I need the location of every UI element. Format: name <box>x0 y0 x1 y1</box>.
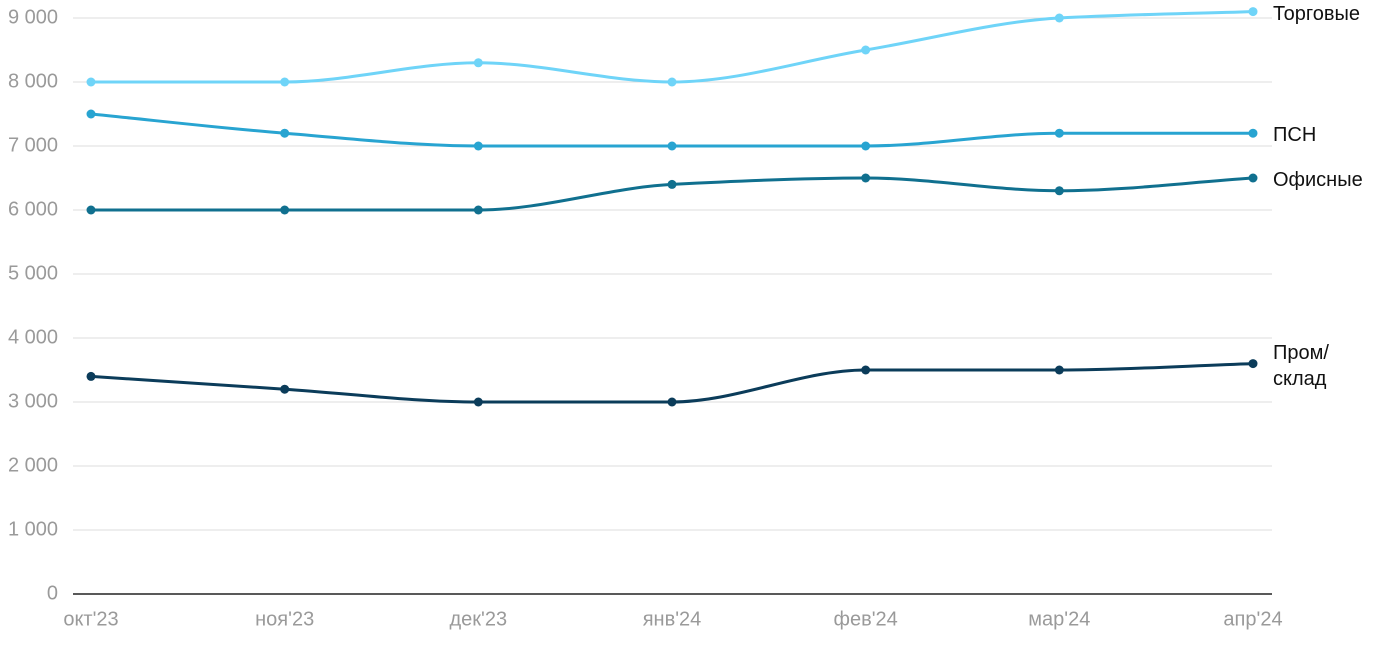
point <box>667 141 677 151</box>
point <box>667 77 677 87</box>
line <box>91 10 1254 84</box>
line <box>90 362 1254 404</box>
y-tick-label: 0 <box>47 582 58 604</box>
series-label: Пром/ склад <box>1273 341 1329 390</box>
line <box>90 112 1253 148</box>
point <box>473 141 483 151</box>
x-tick-label: ноя'23 <box>255 608 314 630</box>
point <box>861 365 871 375</box>
series-label: Торговые <box>1273 2 1361 25</box>
y-tick-label: 8 000 <box>8 70 58 92</box>
x-tick-label: апр'24 <box>1223 608 1282 630</box>
x-tick-label: окт'23 <box>63 608 118 630</box>
point <box>667 397 677 407</box>
y-tick-label: 5 000 <box>8 262 58 284</box>
point <box>861 173 871 183</box>
y-tick-label: 9 000 <box>8 6 58 28</box>
point <box>86 77 96 87</box>
point <box>280 77 290 87</box>
point <box>86 109 96 119</box>
series-label: ПСН <box>1273 124 1317 147</box>
x-tick-label: фев'24 <box>834 608 898 630</box>
point <box>473 205 483 215</box>
point <box>280 128 290 138</box>
point <box>861 141 871 151</box>
point <box>1054 365 1064 375</box>
y-tick-label: 4 000 <box>8 326 58 348</box>
point <box>667 179 677 189</box>
point <box>1248 359 1258 369</box>
y-tick-label: 3 000 <box>8 390 58 412</box>
point <box>861 45 871 55</box>
point <box>1054 128 1064 138</box>
y-tick-label: 6 000 <box>8 198 58 220</box>
x-tick-label: дек'23 <box>450 608 508 630</box>
point <box>86 371 96 381</box>
point <box>280 205 290 215</box>
point <box>1054 186 1064 196</box>
point <box>473 58 483 68</box>
point <box>1248 128 1258 138</box>
y-tick-label: 1 000 <box>8 518 58 540</box>
point <box>473 397 483 407</box>
point <box>1054 13 1064 23</box>
series-label: Офисные <box>1273 169 1363 191</box>
x-tick-label: янв'24 <box>643 608 702 630</box>
point <box>1248 173 1258 183</box>
x-tick-label: мар'24 <box>1028 608 1090 630</box>
y-tick-label: 7 000 <box>8 134 58 156</box>
point <box>86 205 96 215</box>
point <box>1248 7 1258 17</box>
y-tick-label: 2 000 <box>8 454 58 476</box>
point <box>280 384 290 394</box>
